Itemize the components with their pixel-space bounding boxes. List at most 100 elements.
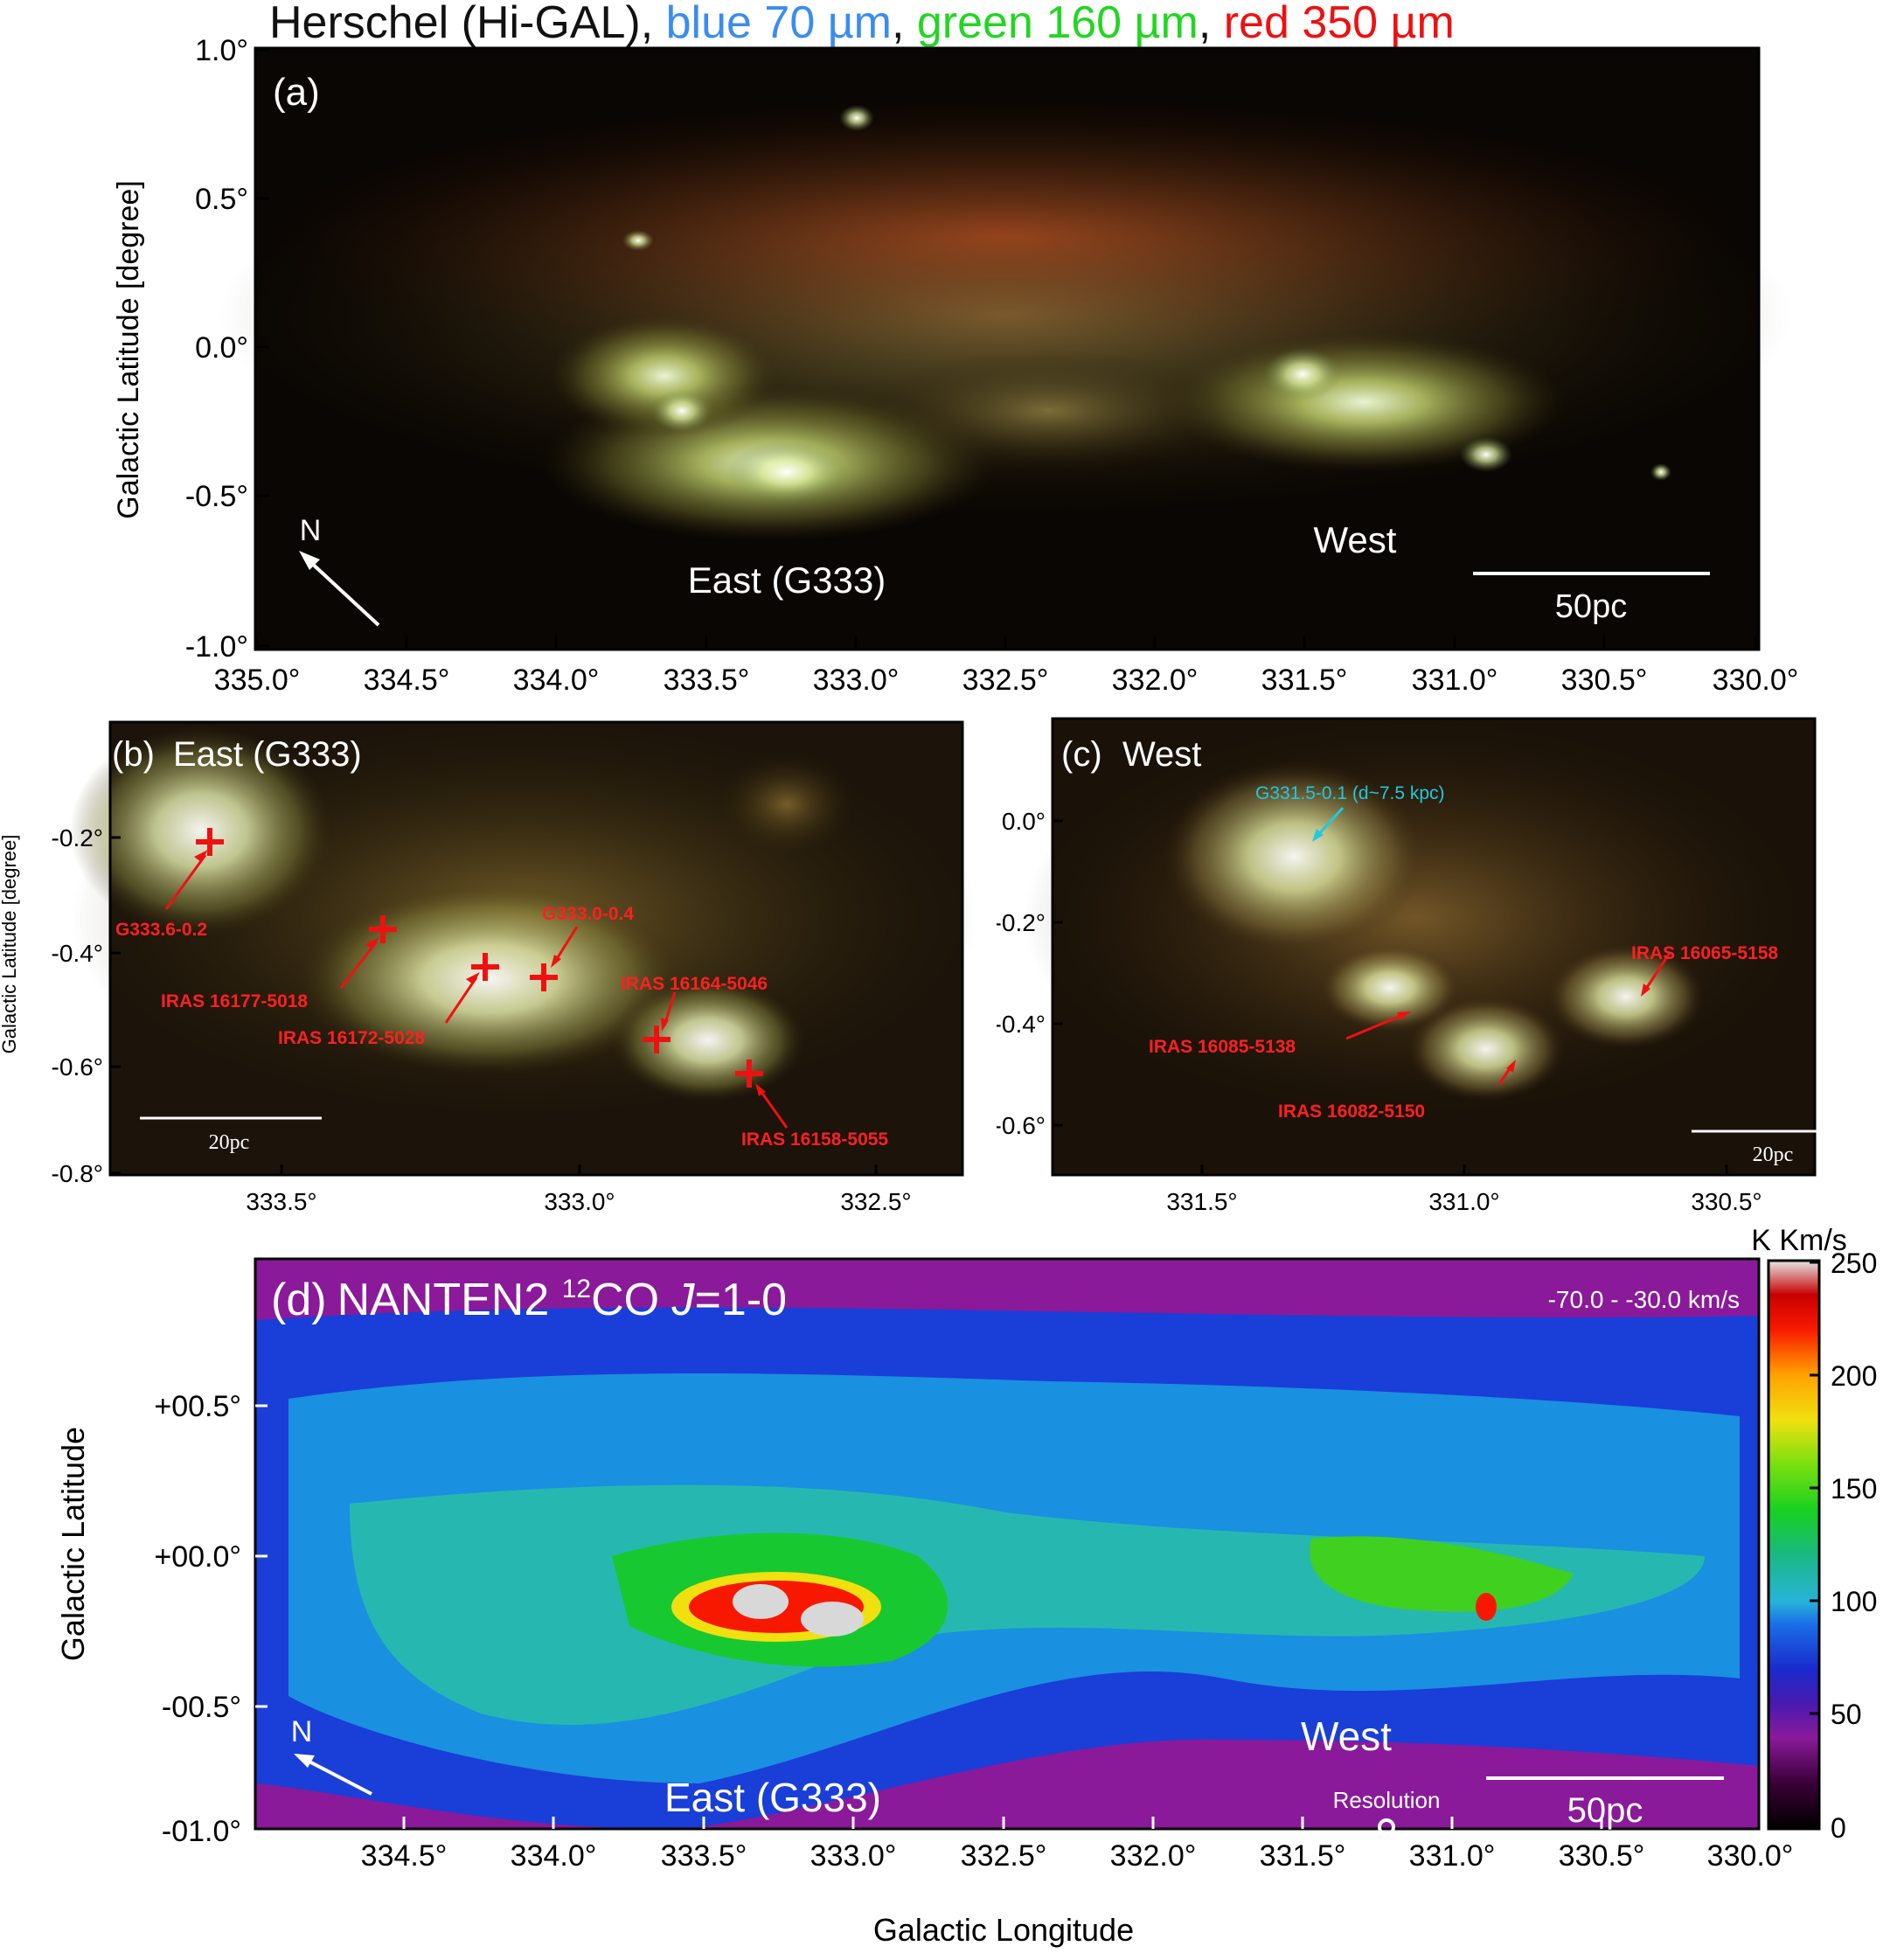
title-post: =1-0 <box>695 1275 788 1325</box>
north-label: N <box>300 514 322 547</box>
panel-a-ylabel: Galactic Latitude [degree] <box>112 180 145 518</box>
cross-icon <box>530 963 558 991</box>
title-j: J <box>671 1275 696 1325</box>
panel-b: -0.2° -0.4° -0.6° -0.8° 333.5° 333.0° 33… <box>0 717 979 1215</box>
source-label: IRAS 16082-5150 <box>1278 1102 1425 1122</box>
panel-c-emission <box>1023 717 1810 1119</box>
panel-d-xtick-label: 332.5° <box>961 1839 1047 1873</box>
title-part-blue: blue 70 µm <box>665 0 892 48</box>
panel-d-xtick-label: 330.5° <box>1559 1839 1645 1873</box>
source-label: IRAS 16158-5055 <box>741 1129 888 1150</box>
panel-a-xtick-label: 332.5° <box>962 664 1049 697</box>
panel-d-ytick-label: +00.0° <box>154 1540 241 1574</box>
scalebar-label: 20pc <box>209 1131 250 1154</box>
source-label: IRAS 16177-5018 <box>161 991 308 1011</box>
panel-d-ylabel: Galactic Latitude <box>55 1427 91 1661</box>
panel-a-xtick-label: 334.5° <box>364 664 450 697</box>
resolution-beam-icon <box>1378 1818 1395 1836</box>
panel-c-label: (c) <box>1061 735 1102 774</box>
panel-d-xtick-label: 334.5° <box>361 1839 448 1873</box>
east-label: East (G333) <box>688 560 886 601</box>
panel-c-ytick-label: 0.0° <box>1002 808 1046 835</box>
cross-icon <box>643 1025 671 1053</box>
panel-d-xtick-label: 333.0° <box>810 1839 897 1873</box>
colorbar-tick: 200 <box>1831 1360 1877 1392</box>
highlight-arrow-icon <box>1312 806 1345 842</box>
panel-b-ytick-label: -0.8° <box>52 1160 103 1187</box>
panel-a-ytick-label: -1.0° <box>185 630 248 664</box>
panel-b-ytick-label: -0.2° <box>52 824 103 851</box>
north-arrow-icon <box>294 1754 372 1796</box>
title-part-sep2: , <box>1198 0 1224 48</box>
west-label: West <box>1301 1713 1392 1759</box>
panel-c: 0.0° -0.2° -0.4° -0.6° 331.5° 331.0° 330… <box>997 717 1852 1215</box>
panel-c-title: West <box>1122 735 1201 774</box>
panel-a-xtick-label: 331.0° <box>1412 664 1498 697</box>
panel-a-ytick-label: 0.5° <box>195 183 248 216</box>
panel-c-xtick-label: 331.5° <box>1166 1188 1237 1215</box>
colorbar-unit: K Km/s <box>1751 1224 1847 1257</box>
panel-c-ytick-label: -0.6° <box>997 1112 1046 1139</box>
panel-a-xtick-label: 330.5° <box>1561 664 1648 697</box>
panel-a-xtick-label: 331.5° <box>1261 664 1348 697</box>
panel-d-xtick-label: 330.0° <box>1707 1839 1794 1873</box>
resolution-label: Resolution <box>1333 1787 1441 1813</box>
east-label: East (G333) <box>664 1775 881 1820</box>
panel-a-title: Herschel (Hi-GAL), blue 70 µm, green 160… <box>269 0 1455 49</box>
source-label: G333.0-0.4 <box>542 904 634 924</box>
source-label: G333.6-0.2 <box>115 920 207 940</box>
panel-d-ytick-label: -01.0° <box>162 1815 241 1848</box>
source-arrows <box>1345 952 1671 1085</box>
colorbar-tick: 50 <box>1831 1699 1862 1730</box>
panel-c-ytick-label: -0.4° <box>997 1011 1046 1038</box>
panel-a-emission <box>219 96 1792 542</box>
panel-d: +00.5° +00.0° -00.5° -01.0° 334.5° 334.0… <box>55 1224 1877 1948</box>
west-label: West <box>1314 519 1397 560</box>
panel-d-xtick-label: 334.0° <box>511 1839 597 1873</box>
title-part-red: red 350 µm <box>1223 0 1455 48</box>
panel-a-xtick-label: 330.0° <box>1713 664 1799 697</box>
panel-b-ylabel: Galactic Latitude [degree] <box>0 835 20 1054</box>
panel-c-xtick-label: 331.0° <box>1428 1188 1499 1215</box>
north-arrow-icon <box>299 551 380 627</box>
panel-a-xticks <box>255 636 1757 650</box>
title-pre: NANTEN2 <box>337 1275 562 1325</box>
scalebar-label: 20pc <box>1753 1143 1794 1166</box>
colorbar-tick: 100 <box>1831 1586 1877 1617</box>
panel-d-xtick-label: 331.0° <box>1409 1839 1496 1873</box>
cross-icon <box>735 1060 763 1088</box>
panel-b-title: East (G333) <box>173 735 362 774</box>
panel-a-xtick-label: 333.5° <box>664 664 750 697</box>
panel-c-ytick-label: -0.2° <box>997 909 1046 936</box>
title-part-herschel: Herschel (Hi-GAL), <box>269 0 666 48</box>
source-label: IRAS 16164-5046 <box>621 974 768 994</box>
title-mid: CO <box>591 1275 671 1325</box>
scalebar-label: 50pc <box>1567 1791 1643 1830</box>
colorbar-tick: 0 <box>1831 1812 1846 1844</box>
panel-b-xtick-label: 333.5° <box>246 1188 316 1215</box>
panel-a-xtick-label: 335.0° <box>214 664 301 697</box>
panel-a-ytick-label: 1.0° <box>195 34 248 67</box>
colorbar <box>1767 1259 1821 1831</box>
panel-b-xtick-label: 332.5° <box>840 1188 911 1215</box>
panel-d-label: (d) <box>271 1275 327 1325</box>
panel-a-ytick-label: -0.5° <box>185 480 248 513</box>
source-label: IRAS 16085-5138 <box>1149 1037 1296 1057</box>
cross-icon <box>471 953 499 981</box>
panel-a-xtick-label: 332.0° <box>1112 664 1199 697</box>
panel-d-xtick-label: 333.5° <box>661 1839 747 1873</box>
source-label: IRAS 16172-5028 <box>278 1028 425 1048</box>
panel-d-xtick-label: 332.0° <box>1110 1839 1197 1873</box>
source-arrows <box>164 850 789 1129</box>
colorbar-tick: 150 <box>1831 1473 1877 1505</box>
panel-b-emission <box>70 717 979 1119</box>
source-markers <box>196 828 763 1088</box>
north-label: N <box>291 1715 313 1748</box>
panel-a-label: (a) <box>273 71 320 114</box>
panel-d-title: (d) NANTEN2 12CO J=1-0 <box>271 1275 787 1325</box>
panel-b-ytick-label: -0.6° <box>52 1053 103 1081</box>
title-sup: 12 <box>562 1275 591 1303</box>
panel-a-xtick-label: 333.0° <box>813 664 900 697</box>
panel-d-xlabel: Galactic Longitude <box>873 1912 1134 1948</box>
panel-a: 1.0° 0.5° 0.0° -0.5° -1.0° 335.0° 334.5°… <box>112 34 1799 697</box>
